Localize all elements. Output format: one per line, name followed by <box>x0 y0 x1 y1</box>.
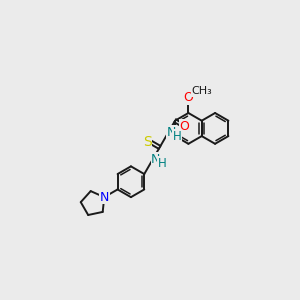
Text: S: S <box>143 135 152 148</box>
Text: N: N <box>151 153 160 166</box>
Text: O: O <box>179 120 189 133</box>
Text: N: N <box>100 190 109 204</box>
Text: N: N <box>167 126 176 139</box>
Text: H: H <box>173 130 182 143</box>
Text: H: H <box>158 157 166 169</box>
Text: CH₃: CH₃ <box>191 86 212 96</box>
Text: O: O <box>184 91 193 104</box>
